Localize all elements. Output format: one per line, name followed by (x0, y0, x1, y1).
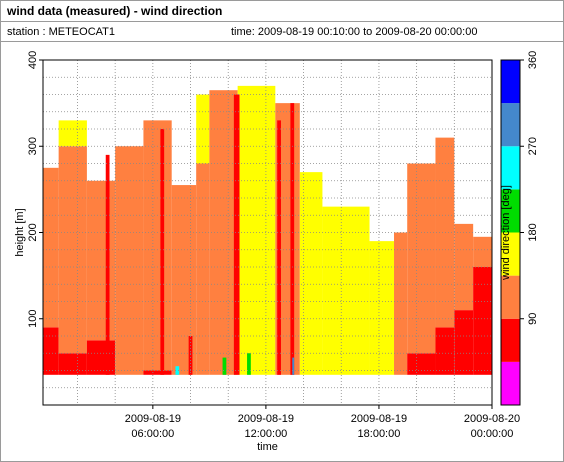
chart-title: wind data (measured) - wind direction (7, 4, 223, 18)
profile-streak-0 (105, 154, 110, 375)
colorbar-band-6 (501, 103, 520, 147)
profile-streak-4 (233, 94, 240, 375)
profile-cell-2-0 (86, 340, 116, 375)
colorbar-band-3 (501, 232, 520, 276)
colorbar-band-7 (501, 60, 520, 104)
x-axis-label: time (257, 441, 278, 453)
header-divider-top (1, 21, 563, 22)
profile-cell-17-1 (473, 236, 492, 267)
profile-cell-13-0 (394, 232, 408, 375)
station-label: station : METEOCAT1 (7, 26, 115, 38)
x-tick-label-time-3: 00:00:00 (471, 428, 514, 440)
profile-streak-6 (277, 120, 281, 375)
x-tick-label-time-2: 18:00:00 (358, 428, 401, 440)
y-tick-label-100: 100 (27, 310, 39, 328)
profile-cell-15-1 (435, 137, 455, 328)
profile-cell-10-0 (299, 172, 323, 375)
profile-cell-1-2 (58, 120, 87, 147)
profile-streak-3 (222, 357, 227, 375)
profile-cell-8-0 (237, 85, 276, 375)
profile-cell-14-0 (407, 353, 436, 375)
y-tick-label-400: 400 (27, 51, 39, 69)
y-tick-label-200: 200 (27, 223, 39, 241)
colorbar-band-1 (501, 318, 520, 362)
colorbar-tick-label-90: 90 (527, 313, 539, 325)
colorbar-band-0 (501, 361, 520, 405)
profile-cell-16-0 (454, 310, 474, 375)
profile-cell-17-0 (473, 267, 492, 375)
profile-streak-2 (188, 336, 193, 375)
profile-streak-7 (290, 103, 295, 375)
colorbar-band-5 (501, 146, 520, 190)
profile-cell-1-0 (58, 353, 87, 375)
profile-cell-3-0 (115, 146, 144, 375)
profile-streak-1 (160, 129, 165, 375)
profile-cell-14-1 (407, 163, 436, 354)
profile-cell-12-0 (369, 241, 395, 375)
colorbar-band-4 (501, 189, 520, 233)
profile-streak-8 (292, 357, 295, 375)
time-range-label: time: 2009-08-19 00:10:00 to 2009-08-20 … (231, 26, 478, 38)
profile-cell-0-0 (43, 327, 59, 375)
colorbar-tick-label-270: 270 (527, 137, 539, 155)
x-tick-label-date-1: 2009-08-19 (238, 413, 294, 425)
profile-cell-11-0 (322, 206, 370, 375)
x-tick-label-time-0: 06:00:00 (131, 428, 174, 440)
x-tick-label-date-0: 2009-08-19 (125, 413, 181, 425)
x-tick-label-date-2: 2009-08-19 (351, 413, 407, 425)
colorbar-tick-label-180: 180 (527, 223, 539, 241)
colorbar-tick-label-360: 360 (527, 51, 539, 69)
x-tick-label-date-3: 2009-08-20 (464, 413, 520, 425)
profile-cell-5-0 (171, 185, 197, 375)
y-tick-label-300: 300 (27, 137, 39, 155)
profile-cell-0-1 (43, 167, 59, 328)
y-axis-label: height [m] (14, 208, 26, 256)
axes-layer: 100 200 300 400 height [m] 2009-08-19 06:00:00… (14, 51, 520, 453)
colorbar-label: wind direction [deg] (500, 185, 512, 281)
colorbar: 90 180 270 360 wind direction [deg] (500, 51, 539, 406)
grid-layer (43, 60, 492, 405)
profile-cell-2-1 (86, 180, 116, 341)
x-tick-label-time-1: 12:00:00 (244, 428, 287, 440)
profile-streak-5 (247, 353, 251, 375)
profile-cell-6-0 (196, 163, 210, 375)
profile-streak-9 (175, 366, 180, 375)
data-layer (43, 85, 492, 375)
profile-cell-4-1 (143, 120, 172, 371)
profile-cell-4-0 (143, 370, 172, 375)
colorbar-band-2 (501, 275, 520, 319)
profile-cell-15-0 (435, 327, 455, 375)
header-divider-bottom (1, 41, 563, 42)
